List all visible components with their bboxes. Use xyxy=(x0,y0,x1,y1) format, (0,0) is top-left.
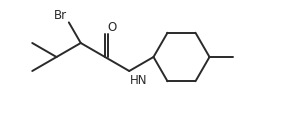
Text: Br: Br xyxy=(54,9,67,22)
Text: O: O xyxy=(107,21,116,34)
Text: HN: HN xyxy=(130,73,148,86)
